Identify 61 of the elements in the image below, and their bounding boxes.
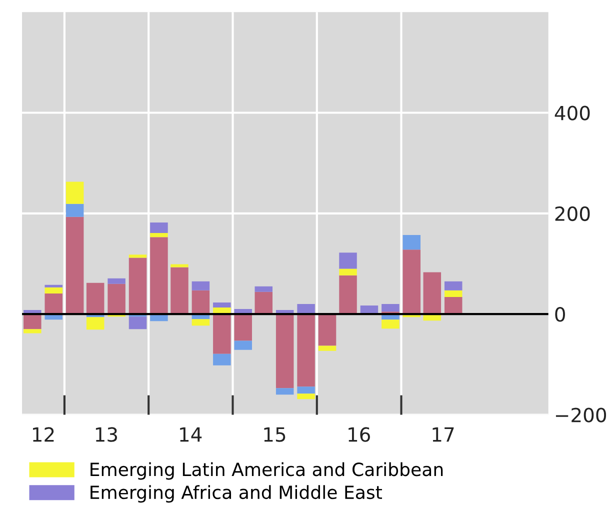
x-tick-label: 13: [96, 427, 117, 442]
bar: [108, 284, 126, 314]
y-tick-label: 400: [554, 106, 590, 120]
bar: [213, 302, 231, 308]
bar: [297, 304, 315, 314]
bar: [66, 204, 84, 217]
x-tick-label: 14: [180, 427, 202, 442]
bar: [339, 275, 357, 314]
bar: [339, 252, 357, 269]
bar: [402, 235, 421, 250]
bar: [234, 340, 252, 350]
bar: [444, 281, 462, 290]
bar: [150, 237, 168, 314]
bar: [66, 182, 84, 204]
bar: [276, 314, 294, 388]
bar: [318, 314, 336, 346]
bar: [297, 394, 315, 400]
bar: [318, 346, 336, 351]
bar: [150, 222, 168, 234]
x-tick-label: 12: [33, 427, 54, 442]
bar: [170, 267, 188, 314]
bar: [192, 281, 210, 290]
bar: [44, 287, 62, 294]
x-tick-label: 17: [432, 427, 454, 442]
bar: [297, 314, 315, 387]
bar: [66, 216, 84, 314]
bar: [423, 272, 442, 314]
bar: [128, 254, 147, 258]
bar: [24, 314, 42, 330]
bar: [382, 320, 400, 329]
bar: [444, 290, 462, 297]
bar: [254, 286, 273, 292]
bar: [254, 292, 273, 314]
bar: [213, 354, 231, 366]
bar: [276, 388, 294, 395]
bar: [170, 264, 188, 268]
bar: [297, 386, 315, 394]
bar: [339, 268, 357, 276]
bar: [192, 319, 210, 326]
bar: [108, 278, 126, 284]
y-tick-label: 200: [555, 206, 590, 222]
y-tick-label: 0: [555, 307, 565, 322]
legend-label: Emerging Latin America and Caribbean: [90, 462, 443, 480]
bar: [444, 296, 462, 314]
bar: [44, 284, 62, 288]
bar: [150, 233, 168, 238]
bar: [86, 317, 104, 330]
bar: [86, 282, 104, 314]
bar: [402, 250, 421, 314]
bar: [192, 290, 210, 314]
bar: [128, 316, 147, 330]
bar: [213, 314, 231, 354]
bar: [24, 329, 42, 334]
bar: [234, 314, 252, 341]
y-tick-label: −200: [556, 408, 606, 422]
bar: [128, 258, 147, 314]
legend-label: Emerging Africa and Middle East: [90, 485, 382, 503]
x-tick-label: 15: [264, 427, 286, 442]
bar: [382, 304, 400, 312]
x-tick-label: 16: [348, 427, 370, 442]
bar: [44, 293, 62, 314]
